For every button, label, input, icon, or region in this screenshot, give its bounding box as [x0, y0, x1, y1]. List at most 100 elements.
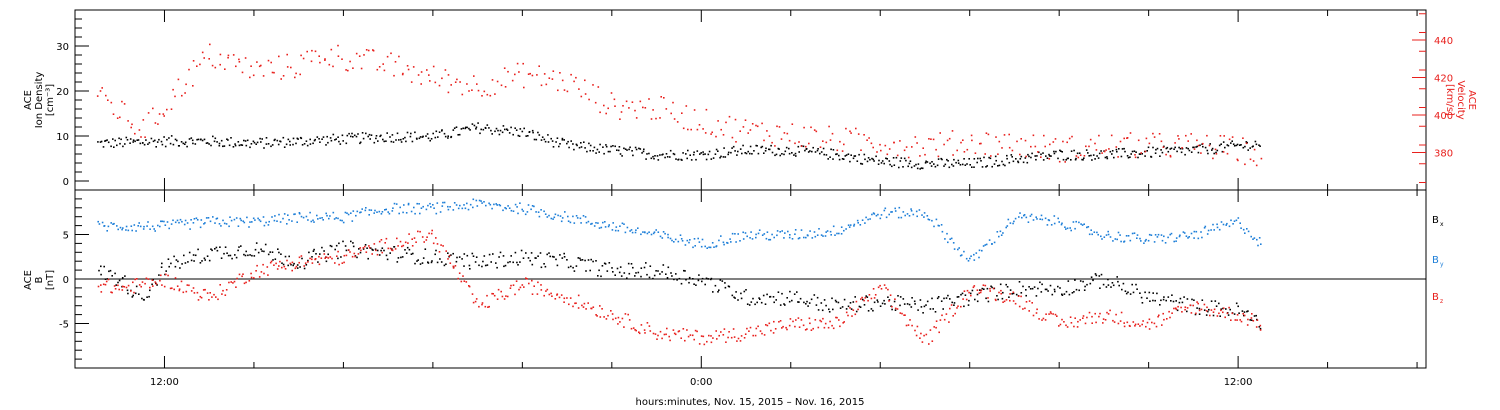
- bz-point: [1184, 306, 1187, 308]
- bz-point: [689, 334, 692, 336]
- density-point: [804, 149, 806, 152]
- velocity-point: [573, 80, 575, 83]
- bx-point: [350, 240, 352, 243]
- by-point: [296, 221, 298, 223]
- by-point: [480, 200, 482, 202]
- bz-point: [107, 278, 110, 281]
- by-point: [1144, 240, 1147, 242]
- velocity-point: [172, 88, 174, 91]
- by-point: [537, 211, 540, 213]
- density-point: [466, 126, 468, 129]
- velocity-point: [622, 105, 624, 107]
- by-point: [800, 229, 803, 231]
- velocity-point: [518, 71, 520, 73]
- velocity-point: [454, 81, 457, 83]
- by-point: [495, 203, 497, 205]
- velocity-point: [116, 117, 119, 119]
- by-point: [849, 224, 852, 226]
- bz-point: [531, 293, 534, 295]
- bz-point: [1195, 312, 1197, 315]
- density-point: [112, 138, 114, 140]
- bx-point: [585, 270, 587, 272]
- density-point: [329, 137, 332, 139]
- density-point: [458, 133, 461, 136]
- by-point: [1244, 232, 1246, 234]
- bz-point: [1228, 306, 1230, 309]
- density-point: [1244, 145, 1246, 148]
- bz-point: [318, 263, 321, 266]
- density-point: [444, 135, 447, 138]
- velocity-point: [631, 101, 634, 103]
- density-point: [838, 158, 841, 161]
- bz-point: [1119, 320, 1122, 322]
- velocity-point: [857, 133, 860, 135]
- by-point: [164, 224, 167, 226]
- bz-point: [1076, 326, 1079, 328]
- density-point: [327, 141, 329, 144]
- velocity-point: [232, 54, 235, 56]
- bz-point: [778, 321, 780, 323]
- density-point: [1179, 147, 1182, 150]
- bz-point: [387, 247, 390, 250]
- bx-point: [1243, 311, 1246, 313]
- bz-point: [1239, 319, 1241, 321]
- bx-point: [1163, 296, 1165, 298]
- by-point: [564, 211, 566, 213]
- density-point: [820, 151, 823, 153]
- bx-point: [781, 292, 783, 295]
- by-point: [125, 225, 128, 228]
- by-point: [1065, 228, 1067, 230]
- velocity-point: [876, 151, 878, 153]
- bx-point: [786, 297, 788, 299]
- bx-point: [808, 302, 811, 304]
- bx-point: [743, 290, 746, 293]
- velocity-point: [603, 104, 605, 107]
- density-point: [741, 152, 743, 155]
- bz-point: [694, 329, 697, 332]
- bz-point: [404, 241, 407, 244]
- velocity-point: [682, 127, 685, 130]
- by-point: [1210, 229, 1212, 231]
- bz-point: [334, 262, 336, 264]
- bz-point: [1099, 312, 1101, 315]
- velocity-point: [249, 76, 251, 79]
- bz-point: [894, 307, 897, 310]
- by-point: [147, 221, 149, 223]
- bx-point: [1186, 310, 1188, 313]
- bz-point: [307, 261, 309, 263]
- bz-point: [610, 310, 612, 312]
- by-point: [667, 236, 669, 239]
- by-point: [117, 228, 119, 231]
- by-point: [1057, 217, 1059, 220]
- bz-point: [621, 317, 624, 320]
- bz-point: [748, 330, 750, 332]
- density-point: [169, 142, 172, 145]
- density-point: [607, 150, 610, 153]
- bz-point: [478, 305, 480, 308]
- bz-point: [582, 306, 585, 308]
- bz-point: [114, 288, 117, 290]
- by-point: [174, 221, 177, 224]
- bz-point: [250, 276, 253, 279]
- density-point: [113, 146, 115, 148]
- bx-point: [734, 297, 736, 299]
- bx-point: [1037, 287, 1039, 290]
- by-point: [1220, 221, 1223, 223]
- density-point: [732, 145, 735, 148]
- bx-point: [645, 262, 647, 264]
- by-point: [1088, 233, 1091, 236]
- bz-point: [666, 327, 668, 330]
- velocity-point: [483, 90, 486, 93]
- density-point: [222, 145, 224, 148]
- by-point: [674, 238, 677, 241]
- bz-point: [1250, 317, 1253, 319]
- bx-point: [219, 246, 221, 248]
- velocity-point: [390, 52, 392, 55]
- bx-point: [600, 275, 602, 278]
- bz-point: [812, 327, 814, 330]
- density-point: [368, 133, 371, 136]
- bx-point: [175, 259, 178, 261]
- bz-point: [1174, 307, 1177, 309]
- by-point: [107, 225, 110, 228]
- by-point: [921, 214, 923, 216]
